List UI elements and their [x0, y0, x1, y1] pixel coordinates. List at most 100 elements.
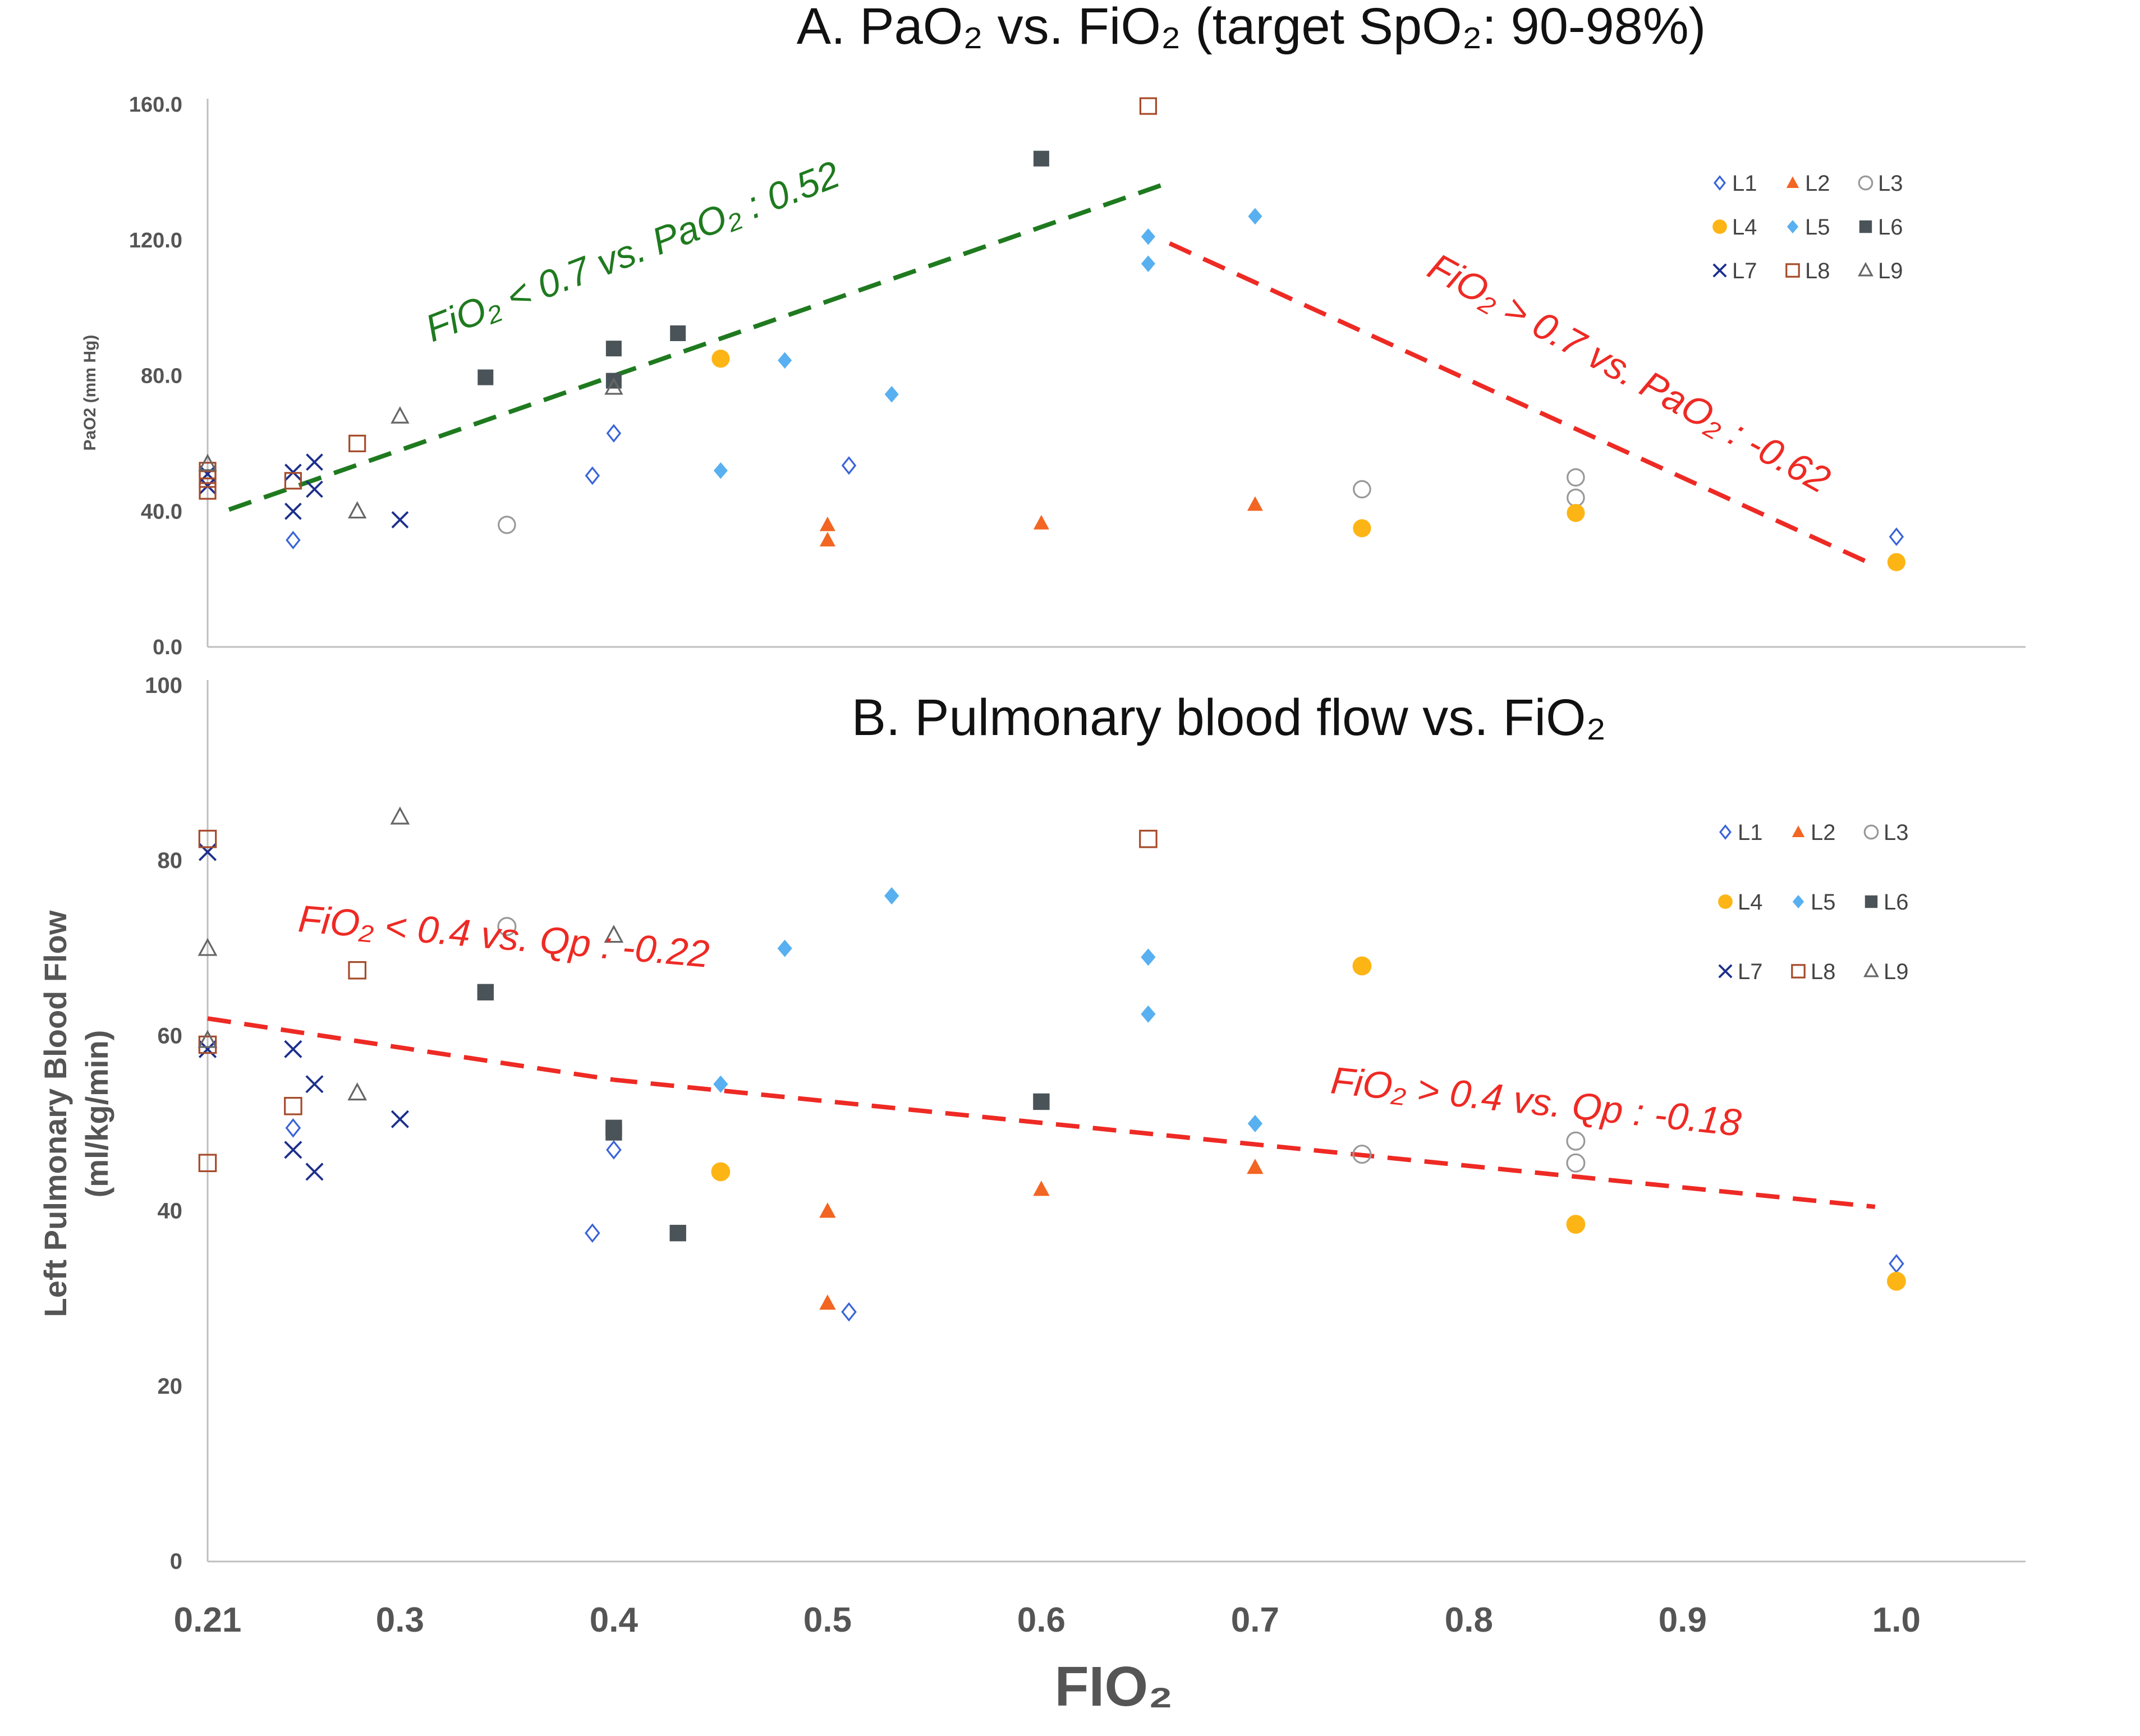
legend-label-L4: L4 [1738, 890, 1763, 915]
data-point-L2 [819, 531, 835, 546]
data-point-L4 [1566, 1215, 1586, 1234]
legend-item-L9: L9 [1863, 959, 1909, 984]
data-point-L2 [1247, 496, 1263, 511]
panel-b-series-L8 [198, 829, 1158, 1173]
legend-item-L8: L8 [1785, 259, 1830, 283]
panel-b-trend-label-low: FiO₂ < 0.4 vs. Qp : -0.22 [297, 897, 711, 976]
data-point-L9 [198, 1030, 218, 1048]
legend-item-L1: L1 [1719, 820, 1763, 845]
data-point-L6 [1033, 1093, 1050, 1110]
panel-a-y-tick-label: 0.0 [153, 636, 182, 659]
legend-marker-L8 [1791, 964, 1806, 979]
panel-b-trend-label-high: FiO₂ > 0.4 vs. Qp : -0.18 [1329, 1059, 1743, 1144]
legend-item-L6: L6 [1865, 890, 1909, 915]
data-point-L8 [198, 829, 217, 848]
legend-label-L2: L2 [1805, 171, 1830, 196]
legend-marker-L7 [1712, 263, 1727, 278]
data-point-L5 [1247, 1115, 1263, 1132]
panel-a-axes: 0.0 40.0 80.0 120.0 160.0 [129, 93, 2026, 659]
panel-b-points [198, 806, 1906, 1322]
legend-marker-L5 [1787, 220, 1799, 233]
panel-b-series-L4 [711, 956, 1906, 1291]
x-axis-label: FIO₂ [1054, 1655, 1173, 1718]
data-point-L7 [284, 502, 302, 520]
panel-b-series-L2 [819, 1159, 1264, 1310]
data-point-L9 [198, 938, 218, 956]
panel-a-title: A. PaO₂ vs. FiO₂ (target SpO₂: 90-98%) [797, 0, 1706, 55]
data-point-L4 [711, 350, 730, 368]
data-point-L3 [498, 516, 516, 534]
x-tick-label: 0.7 [1231, 1601, 1279, 1639]
legend-marker-L5 [1792, 895, 1804, 908]
data-point-L3 [1566, 1153, 1586, 1173]
data-point-L1 [584, 1223, 600, 1243]
legend-marker-L2 [1786, 176, 1799, 188]
panel-a-series-L9 [198, 377, 623, 519]
legend-label-L6: L6 [1878, 215, 1903, 240]
data-point-L3 [1353, 480, 1371, 499]
data-point-L7 [284, 1141, 302, 1159]
data-point-L9 [348, 501, 367, 519]
panel-a-trend-label-high: FiO₂ > 0.7 vs. PaO₂ : -0.62 [1421, 245, 1838, 502]
data-point-L9 [198, 453, 217, 471]
x-tick-label: 1.0 [1872, 1601, 1921, 1639]
panel-a-series-L4 [711, 350, 1905, 572]
data-point-L8 [198, 1154, 217, 1173]
data-point-L2 [819, 516, 835, 531]
data-point-L7 [391, 1110, 409, 1128]
panel-a-plot: A. PaO₂ vs. FiO₂ (target SpO₂: 90-98%) P… [81, 0, 2026, 659]
data-point-L1 [286, 531, 301, 550]
panel-b-title: B. Pulmonary blood flow vs. FiO₂ [852, 689, 1606, 746]
legend-label-L8: L8 [1805, 259, 1830, 283]
x-tick-label: 0.9 [1659, 1601, 1707, 1639]
legend-label-L9: L9 [1884, 959, 1909, 984]
panel-b-y-tick-label: 100 [145, 673, 182, 698]
legend-marker-L4 [1712, 219, 1727, 234]
data-point-L6 [477, 369, 494, 385]
panel-b-y-tick-label: 20 [158, 1374, 183, 1399]
panel-a-series-L6 [477, 150, 1049, 389]
data-point-L6 [670, 325, 686, 341]
legend-label-L5: L5 [1805, 215, 1830, 240]
data-point-L7 [391, 511, 409, 529]
data-point-L2 [819, 1294, 836, 1310]
panel-b-axes: 0 20 40 60 80 100 0.21 0.3 0.4 0.5 0.6 0.7 0.8 0.9 1.0 [145, 673, 2026, 1639]
panel-b-y-tick-label: 80 [158, 848, 183, 873]
data-point-L4 [1886, 1271, 1906, 1291]
data-point-L8 [198, 1035, 217, 1054]
legend-label-L4: L4 [1732, 215, 1757, 240]
data-point-L5 [1141, 228, 1155, 245]
data-point-L6 [669, 1224, 686, 1242]
legend-marker-L3 [1863, 824, 1879, 840]
legend-label-L7: L7 [1738, 959, 1763, 984]
data-point-L9 [391, 406, 410, 424]
data-point-L3 [497, 917, 517, 936]
panel-a-trend-label-low: FiO₂ < 0.7 vs. PaO₂ : 0.52 [420, 153, 845, 350]
panel-b-trendline-0 [207, 1016, 614, 1082]
data-point-L2 [1033, 515, 1049, 530]
panel-a-trendline-0 [228, 180, 1170, 512]
legend-label-L6: L6 [1884, 890, 1909, 915]
data-point-L7 [305, 1075, 324, 1094]
legend-marker-L2 [1792, 825, 1805, 837]
panel-b-series-L6 [477, 984, 1050, 1242]
data-point-L1 [1889, 527, 1904, 546]
legend-marker-L7 [1718, 964, 1733, 979]
data-point-L4 [1352, 956, 1372, 976]
data-point-L8 [284, 472, 302, 490]
legend-label-L3: L3 [1884, 820, 1909, 845]
legend-marker-L8 [1785, 263, 1800, 278]
panel-a-series-L8 [199, 97, 1158, 500]
panel-a-legend: L1 L2 L3 L4 L5 L6 L7 L8 L9 [1712, 171, 1903, 283]
data-point-L1 [606, 424, 622, 443]
data-point-L2 [1247, 1159, 1264, 1174]
legend-marker-L6 [1859, 220, 1872, 233]
panel-b-series-L9 [198, 806, 624, 1101]
data-point-L6 [605, 341, 622, 357]
legend-label-L1: L1 [1738, 820, 1763, 845]
panel-a-trendline-1 [1168, 241, 1876, 568]
data-point-L5 [884, 385, 899, 403]
data-point-L5 [777, 939, 792, 957]
panel-b-plot: B. Pulmonary blood flow vs. FiO₂ Left Pu… [38, 673, 2026, 1718]
